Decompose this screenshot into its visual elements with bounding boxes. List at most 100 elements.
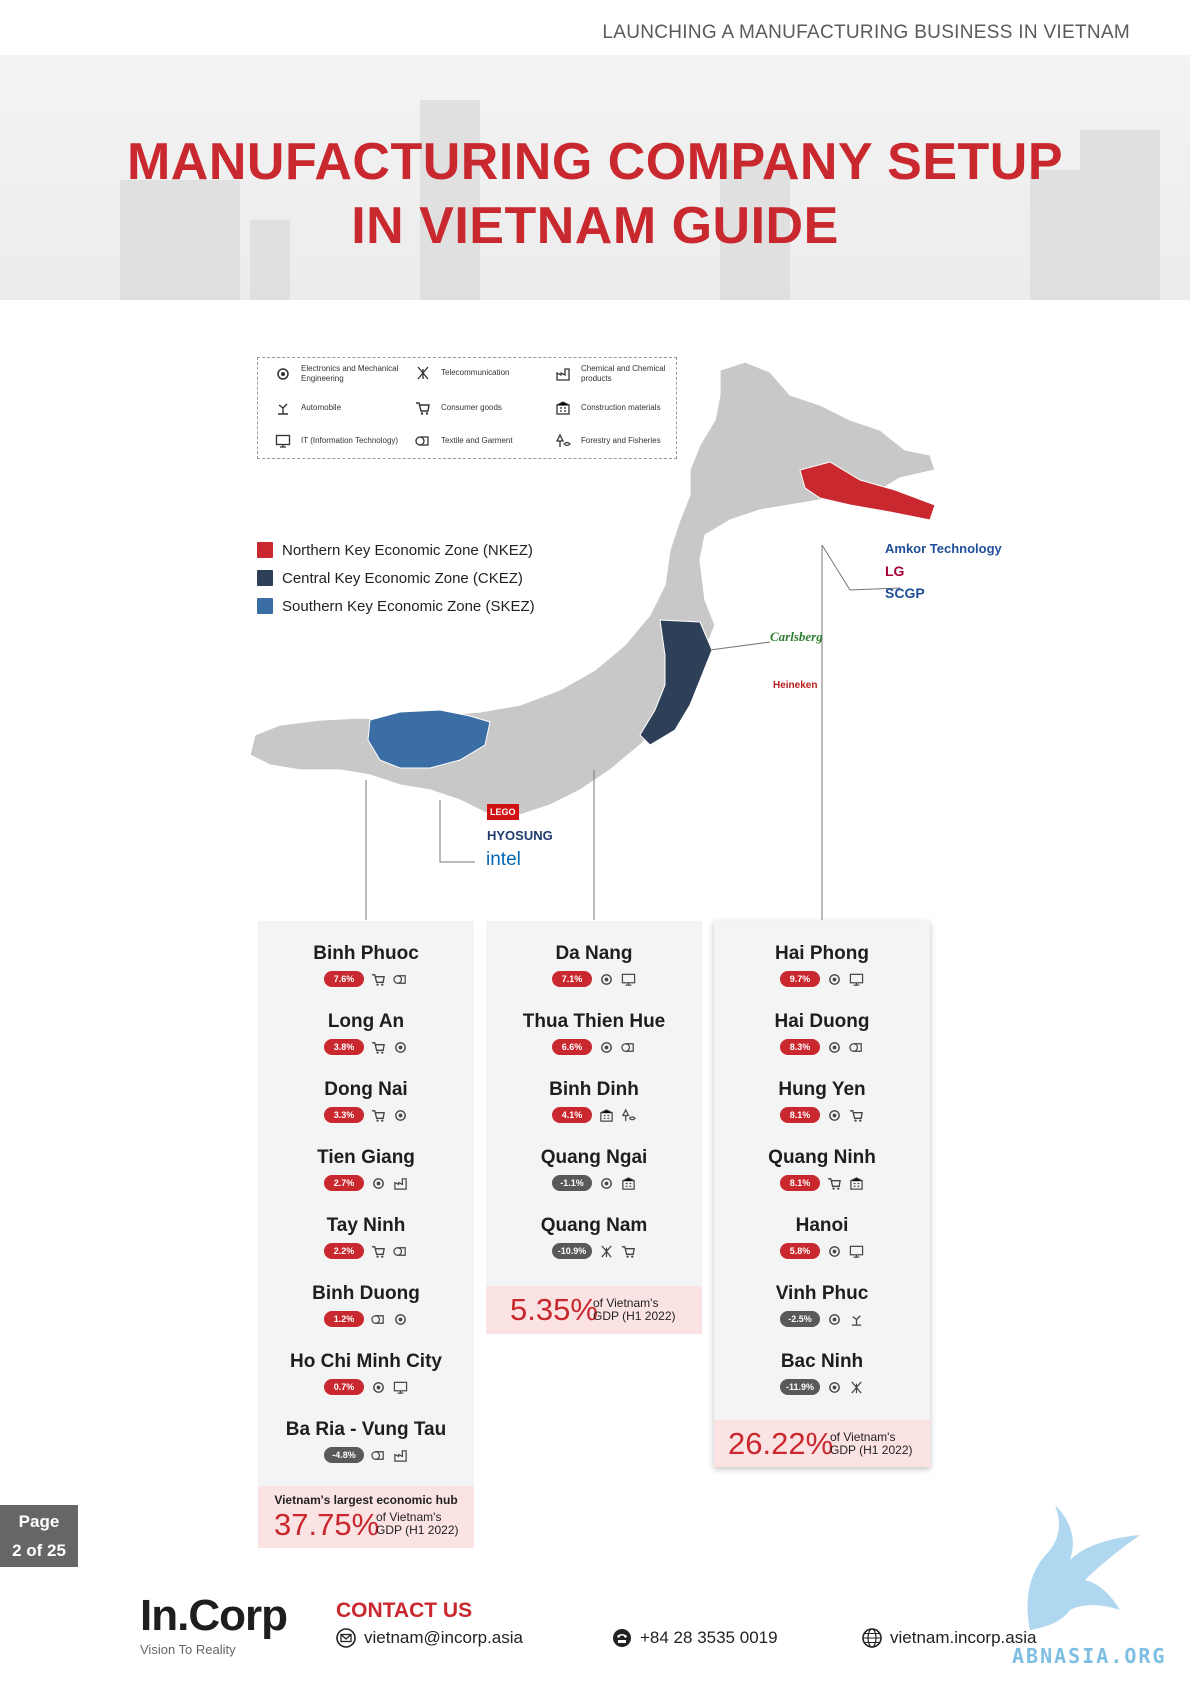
contact-email[interactable]: vietnam@incorp.asia bbox=[336, 1628, 523, 1648]
gdp-percentage: 37.75% bbox=[274, 1507, 380, 1542]
page-number: 2 of 25 bbox=[12, 1541, 66, 1560]
south-provinces-column: Binh Phuoc 7.6% Long An 3.8% Dong Nai 3.3% Tie… bbox=[258, 921, 474, 1548]
gdp-share-box: 26.22% of Vietnam's GDP (H1 2022) bbox=[714, 1420, 930, 1467]
gear-circuit-icon bbox=[826, 1107, 842, 1123]
shopping-cart-icon bbox=[414, 399, 432, 417]
growth-badge: 7.1% bbox=[552, 971, 592, 987]
province-meta: -4.8% bbox=[258, 1447, 474, 1463]
industry-item: Forestry and Fisheries bbox=[554, 432, 686, 450]
growth-badge: -10.9% bbox=[551, 1243, 593, 1259]
province-meta: 8.3% bbox=[714, 1039, 930, 1055]
province-entry: Hung Yen 8.1% bbox=[714, 1057, 930, 1125]
shopping-cart-icon bbox=[826, 1175, 842, 1191]
shopping-cart-icon bbox=[370, 1107, 386, 1123]
province-entry: Ho Chi Minh City 0.7% bbox=[258, 1329, 474, 1397]
province-meta: 5.8% bbox=[714, 1243, 930, 1259]
growth-badge: 7.6% bbox=[324, 971, 364, 987]
tree-fish-icon bbox=[620, 1107, 636, 1123]
building-crane-icon bbox=[598, 1107, 614, 1123]
zone-legend: Northern Key Economic Zone (NKEZ) Centra… bbox=[257, 536, 535, 620]
gear-circuit-icon bbox=[598, 1175, 614, 1191]
province-entry: Tay Ninh 2.2% bbox=[258, 1193, 474, 1261]
email-icon bbox=[336, 1628, 356, 1648]
fabric-roll-icon bbox=[848, 1039, 864, 1055]
antenna-icon bbox=[414, 364, 432, 382]
industry-label: Electronics and Mechanical Engineering bbox=[301, 364, 399, 383]
province-meta: 1.2% bbox=[258, 1311, 474, 1327]
province-entry: Quang Ninh 8.1% bbox=[714, 1125, 930, 1193]
growth-badge: 5.8% bbox=[780, 1243, 820, 1259]
growth-badge: 9.7% bbox=[780, 971, 820, 987]
growth-badge: 0.7% bbox=[324, 1379, 364, 1395]
skyline-building bbox=[720, 160, 790, 300]
gdp-period-label: GDP (H1 2022) bbox=[830, 1443, 913, 1457]
province-name: Quang Nam bbox=[540, 1215, 648, 1236]
skyline-building bbox=[1080, 130, 1160, 300]
province-name: Ho Chi Minh City bbox=[290, 1351, 442, 1372]
computer-monitor-icon bbox=[848, 1243, 864, 1259]
zone-label: Central Key Economic Zone (CKEZ) bbox=[282, 569, 523, 587]
skyline-building bbox=[120, 180, 240, 300]
growth-badge: -1.1% bbox=[552, 1175, 592, 1191]
province-entry: Binh Dinh 4.1% bbox=[486, 1057, 702, 1125]
factory-flask-icon bbox=[392, 1447, 408, 1463]
gdp-caption: of Vietnam's GDP (H1 2022) bbox=[593, 1297, 675, 1323]
fabric-roll-icon bbox=[620, 1039, 636, 1055]
factory-flask-icon bbox=[554, 365, 572, 383]
industry-item: Chemical and Chemical products bbox=[554, 364, 686, 384]
growth-badge: -11.9% bbox=[779, 1379, 821, 1395]
province-entry: Binh Phuoc 7.6% bbox=[258, 921, 474, 989]
industry-label: Textile and Garment bbox=[441, 436, 513, 445]
zone-swatch-nkez bbox=[257, 542, 273, 558]
industry-label: Telecommunication bbox=[441, 368, 510, 377]
tree-fish-icon bbox=[554, 432, 572, 450]
zone-label: Northern Key Economic Zone (NKEZ) bbox=[282, 541, 533, 559]
industry-legend: Electronics and Mechanical Engineering T… bbox=[257, 357, 677, 459]
industry-label: Automobile bbox=[301, 403, 342, 412]
growth-badge: 8.1% bbox=[780, 1175, 820, 1191]
zone-legend-item: Southern Key Economic Zone (SKEZ) bbox=[257, 592, 535, 620]
page-title: MANUFACTURING COMPANY SETUP IN VIETNAM G… bbox=[0, 130, 1190, 258]
growth-badge: 3.8% bbox=[324, 1039, 364, 1055]
growth-badge: -2.5% bbox=[780, 1311, 820, 1327]
page-indicator: Page 2 of 25 bbox=[0, 1505, 78, 1567]
province-meta: -10.9% bbox=[486, 1243, 702, 1259]
computer-monitor-icon bbox=[848, 971, 864, 987]
gear-circuit-icon bbox=[392, 1311, 408, 1327]
province-entry: Hai Duong 8.3% bbox=[714, 989, 930, 1057]
industry-label: IT (Information Technology) bbox=[301, 436, 399, 445]
province-name: Tay Ninh bbox=[326, 1215, 406, 1236]
gdp-of-label: of Vietnam's bbox=[830, 1430, 896, 1444]
industry-item: IT (Information Technology) bbox=[274, 432, 406, 450]
shopping-cart-icon bbox=[848, 1107, 864, 1123]
contact-website[interactable]: vietnam.incorp.asia bbox=[862, 1628, 1036, 1648]
industry-label: Construction materials bbox=[581, 403, 661, 412]
zone-legend-item: Northern Key Economic Zone (NKEZ) bbox=[257, 536, 535, 564]
province-entry: Long An 3.8% bbox=[258, 989, 474, 1057]
lego-logo: LEGO bbox=[487, 804, 519, 820]
computer-monitor-icon bbox=[392, 1379, 408, 1395]
robot-arm-icon bbox=[274, 399, 292, 417]
antenna-icon bbox=[598, 1243, 614, 1259]
province-entry: Bac Ninh -11.9% bbox=[714, 1329, 930, 1397]
province-name: Tien Giang bbox=[317, 1147, 415, 1168]
province-name: Long An bbox=[327, 1011, 405, 1032]
province-name: Bac Ninh bbox=[780, 1351, 864, 1372]
province-name: Binh Duong bbox=[312, 1283, 420, 1304]
contact-phone[interactable]: +84 28 3535 0019 bbox=[612, 1628, 778, 1648]
province-meta: -2.5% bbox=[714, 1311, 930, 1327]
hero-banner: MANUFACTURING COMPANY SETUP IN VIETNAM G… bbox=[0, 55, 1190, 300]
zone-legend-item: Central Key Economic Zone (CKEZ) bbox=[257, 564, 535, 592]
province-name: Hanoi bbox=[795, 1215, 849, 1236]
shopping-cart-icon bbox=[370, 971, 386, 987]
growth-badge: 2.2% bbox=[324, 1243, 364, 1259]
carlsberg-logo: Carlsberg bbox=[770, 629, 823, 644]
industry-item: Construction materials bbox=[554, 399, 686, 417]
province-name: Ba Ria - Vung Tau bbox=[285, 1419, 447, 1440]
industry-item: Textile and Garment bbox=[414, 432, 546, 450]
province-entry: Dong Nai 3.3% bbox=[258, 1057, 474, 1125]
province-name: Thua Thien Hue bbox=[522, 1011, 666, 1032]
gear-circuit-icon bbox=[392, 1107, 408, 1123]
province-name: Da Nang bbox=[555, 943, 633, 964]
gear-circuit-icon bbox=[826, 1379, 842, 1395]
